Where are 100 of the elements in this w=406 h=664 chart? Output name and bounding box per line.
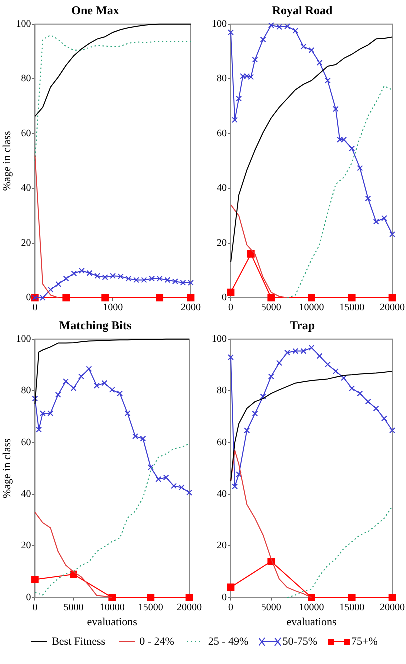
point [268, 374, 274, 380]
point [164, 277, 171, 284]
x-tick-label: 15000 [138, 602, 164, 614]
point [308, 594, 316, 602]
point [78, 374, 84, 380]
point [373, 218, 380, 225]
x-tick-label: 10000 [299, 302, 324, 314]
point [300, 44, 307, 50]
point [244, 73, 250, 80]
point [276, 24, 282, 30]
x-tick-label: 10000 [100, 602, 125, 614]
point [156, 476, 162, 482]
point [324, 78, 331, 84]
x-axis-title: evaluations [87, 616, 138, 628]
y-tick-label: 100 [212, 19, 227, 30]
point [284, 350, 290, 356]
point [55, 392, 62, 398]
point [373, 406, 380, 412]
point [260, 36, 266, 43]
y-tick-label: 80 [21, 386, 32, 397]
y-tick-label: 80 [21, 74, 32, 85]
point [252, 410, 258, 417]
x-tick-label: 10000 [299, 602, 324, 614]
point [133, 277, 140, 284]
point [187, 294, 195, 302]
point [240, 73, 246, 80]
y-tick-label: 0 [222, 592, 227, 604]
point [292, 28, 299, 34]
legend-label: Best Fitness [52, 636, 106, 648]
point [268, 22, 274, 28]
point [276, 360, 282, 366]
point [300, 348, 307, 354]
y-tick-label: 60 [217, 128, 227, 140]
point [284, 24, 290, 30]
point [78, 268, 85, 274]
point [40, 295, 46, 301]
chart-title: Royal Road [272, 3, 333, 18]
point [348, 294, 356, 302]
point [348, 594, 356, 602]
point [132, 434, 138, 440]
point [349, 386, 356, 392]
point [178, 484, 185, 491]
point [40, 410, 46, 417]
point [188, 280, 194, 286]
point [268, 294, 276, 302]
legend-label: 75+% [352, 636, 378, 648]
point [236, 472, 242, 478]
y-tick-label: 20 [217, 238, 227, 249]
chart-title: One Max [72, 3, 120, 18]
x-tick-label: 5000 [261, 602, 282, 614]
point [147, 594, 155, 602]
point [32, 576, 39, 584]
point [388, 294, 396, 302]
point [63, 276, 70, 282]
y-tick-label: 20 [217, 540, 227, 552]
x-tick-label: 20000 [380, 302, 405, 314]
point [333, 106, 339, 112]
point [102, 380, 108, 386]
point [86, 270, 93, 276]
point [48, 286, 54, 293]
point [109, 387, 116, 394]
y-tick-label: 40 [21, 183, 32, 194]
point [108, 594, 116, 602]
point [381, 215, 388, 222]
y-axis-title: %age in class [1, 131, 14, 192]
point [227, 584, 235, 592]
point [236, 96, 242, 102]
point [71, 270, 78, 277]
point [232, 117, 238, 124]
y-tick-label: 80 [217, 74, 227, 85]
point [292, 348, 299, 354]
point [70, 386, 77, 392]
point [118, 274, 124, 280]
y-tick-label: 0 [26, 592, 32, 604]
y-axis-title: %age in class [1, 438, 14, 499]
line-series [34, 34, 192, 162]
point [172, 278, 178, 285]
x-axis-title: evaluations [286, 616, 337, 628]
point [324, 362, 331, 368]
point [94, 382, 100, 389]
point [163, 474, 170, 481]
legend-label: 25 - 49% [208, 636, 249, 648]
point [156, 294, 164, 302]
point [140, 436, 146, 442]
point [390, 428, 396, 434]
y-tick-label: 100 [16, 334, 32, 346]
point [148, 464, 154, 471]
point [341, 136, 348, 143]
point [248, 74, 254, 80]
point [333, 368, 339, 374]
y-tick-label: 80 [217, 386, 227, 397]
x-tick-label: 1000 [103, 302, 124, 314]
point [381, 416, 388, 422]
point [180, 280, 186, 286]
y-tick-label: 0 [222, 292, 227, 304]
point [260, 394, 266, 400]
point [337, 136, 343, 143]
point [62, 294, 70, 302]
point [228, 354, 234, 360]
point [117, 390, 124, 397]
